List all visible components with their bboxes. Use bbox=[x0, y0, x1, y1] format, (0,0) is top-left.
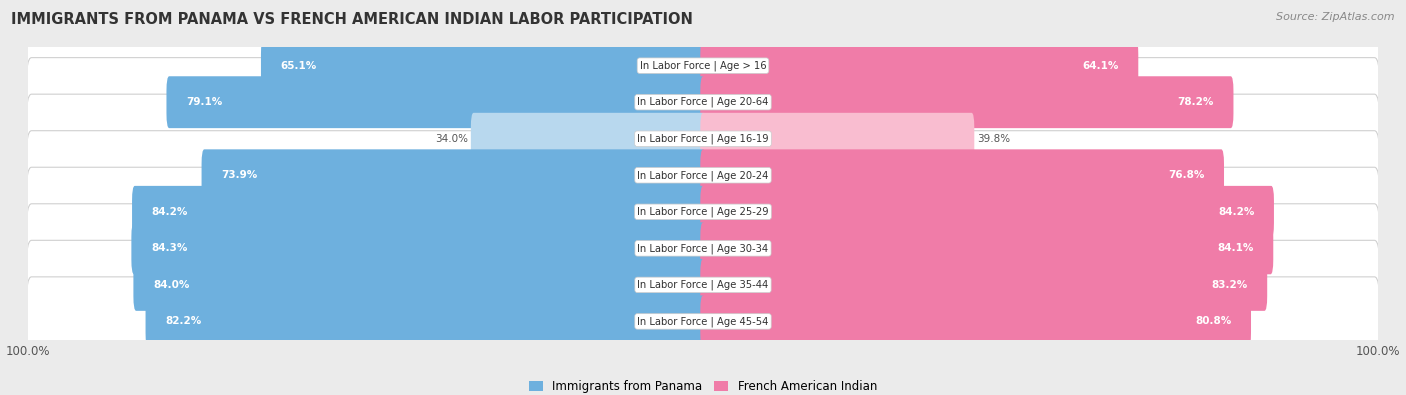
Text: 34.0%: 34.0% bbox=[434, 134, 468, 144]
Text: In Labor Force | Age 45-54: In Labor Force | Age 45-54 bbox=[637, 316, 769, 327]
Text: In Labor Force | Age > 16: In Labor Force | Age > 16 bbox=[640, 60, 766, 71]
Text: 39.8%: 39.8% bbox=[977, 134, 1010, 144]
FancyBboxPatch shape bbox=[146, 295, 706, 347]
Text: Source: ZipAtlas.com: Source: ZipAtlas.com bbox=[1277, 12, 1395, 22]
FancyBboxPatch shape bbox=[700, 40, 1139, 92]
FancyBboxPatch shape bbox=[27, 277, 1379, 366]
FancyBboxPatch shape bbox=[700, 259, 1267, 311]
Text: 84.1%: 84.1% bbox=[1218, 243, 1254, 253]
FancyBboxPatch shape bbox=[27, 58, 1379, 147]
Text: In Labor Force | Age 30-34: In Labor Force | Age 30-34 bbox=[637, 243, 769, 254]
Text: 64.1%: 64.1% bbox=[1083, 61, 1119, 71]
FancyBboxPatch shape bbox=[27, 167, 1379, 256]
Text: 84.2%: 84.2% bbox=[152, 207, 188, 217]
FancyBboxPatch shape bbox=[131, 222, 706, 274]
Text: 73.9%: 73.9% bbox=[221, 170, 257, 180]
Text: 83.2%: 83.2% bbox=[1212, 280, 1247, 290]
Legend: Immigrants from Panama, French American Indian: Immigrants from Panama, French American … bbox=[524, 376, 882, 395]
Text: 84.0%: 84.0% bbox=[153, 280, 190, 290]
Text: 82.2%: 82.2% bbox=[165, 316, 201, 326]
Text: IMMIGRANTS FROM PANAMA VS FRENCH AMERICAN INDIAN LABOR PARTICIPATION: IMMIGRANTS FROM PANAMA VS FRENCH AMERICA… bbox=[11, 12, 693, 27]
FancyBboxPatch shape bbox=[700, 113, 974, 165]
Text: 84.3%: 84.3% bbox=[150, 243, 187, 253]
Text: In Labor Force | Age 25-29: In Labor Force | Age 25-29 bbox=[637, 207, 769, 217]
FancyBboxPatch shape bbox=[700, 295, 1251, 347]
FancyBboxPatch shape bbox=[132, 186, 706, 238]
FancyBboxPatch shape bbox=[700, 186, 1274, 238]
FancyBboxPatch shape bbox=[201, 149, 706, 201]
Text: 65.1%: 65.1% bbox=[281, 61, 316, 71]
FancyBboxPatch shape bbox=[134, 259, 706, 311]
Text: 79.1%: 79.1% bbox=[186, 97, 222, 107]
Text: 78.2%: 78.2% bbox=[1177, 97, 1213, 107]
FancyBboxPatch shape bbox=[700, 222, 1274, 274]
Text: In Labor Force | Age 20-24: In Labor Force | Age 20-24 bbox=[637, 170, 769, 181]
FancyBboxPatch shape bbox=[166, 76, 706, 128]
FancyBboxPatch shape bbox=[700, 76, 1233, 128]
Text: 84.2%: 84.2% bbox=[1218, 207, 1254, 217]
FancyBboxPatch shape bbox=[27, 94, 1379, 183]
FancyBboxPatch shape bbox=[27, 240, 1379, 329]
Text: 80.8%: 80.8% bbox=[1195, 316, 1232, 326]
FancyBboxPatch shape bbox=[262, 40, 706, 92]
FancyBboxPatch shape bbox=[27, 204, 1379, 293]
Text: 76.8%: 76.8% bbox=[1168, 170, 1205, 180]
FancyBboxPatch shape bbox=[700, 149, 1225, 201]
FancyBboxPatch shape bbox=[27, 21, 1379, 110]
FancyBboxPatch shape bbox=[27, 131, 1379, 220]
FancyBboxPatch shape bbox=[471, 113, 706, 165]
Text: In Labor Force | Age 20-64: In Labor Force | Age 20-64 bbox=[637, 97, 769, 107]
Text: In Labor Force | Age 35-44: In Labor Force | Age 35-44 bbox=[637, 280, 769, 290]
Text: In Labor Force | Age 16-19: In Labor Force | Age 16-19 bbox=[637, 134, 769, 144]
